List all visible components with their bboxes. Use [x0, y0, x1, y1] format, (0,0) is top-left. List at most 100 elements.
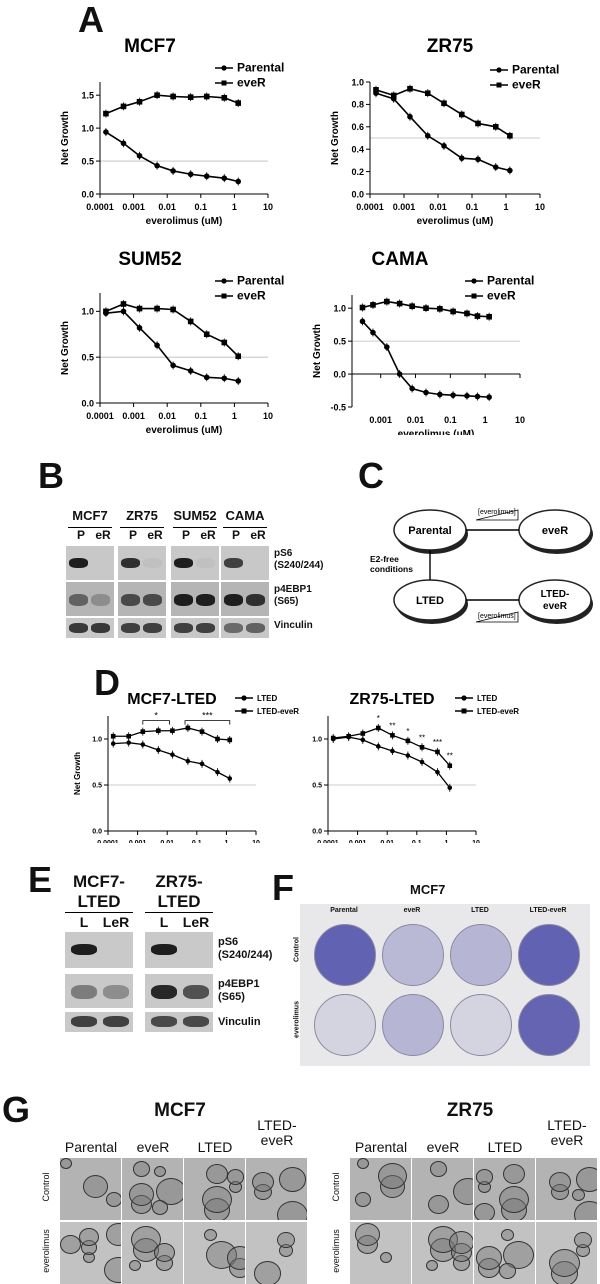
col-label: LTED- eveR: [257, 1117, 297, 1149]
e2free-label-2: conditions: [370, 564, 413, 574]
lane-label: P: [231, 528, 240, 542]
chart-title: ZR75-LTED: [349, 691, 434, 708]
x-tick-label: 0.0001: [356, 202, 384, 212]
chart-title: MCF7: [124, 36, 176, 57]
legend-marker: [221, 80, 227, 86]
blot-band: [183, 1016, 209, 1027]
row-label: everolimus: [41, 1229, 51, 1273]
data-point: [187, 368, 194, 374]
microscopy-tile: [412, 1158, 473, 1220]
legend-marker: [496, 67, 502, 73]
x-tick-label: 1: [224, 840, 228, 843]
chart-zr75: ZR75 0.0 0.2 0.4 0.6 0.8 1.0 0.0001 0.001 0.01 0.1…: [330, 36, 559, 227]
blot-band: [196, 594, 215, 606]
microscopy-tile: [184, 1158, 245, 1220]
data-point: [120, 103, 127, 110]
group-underline: [68, 527, 112, 528]
data-point: [126, 740, 131, 745]
data-point: [450, 308, 456, 315]
x-tick-label: 0.01: [160, 840, 174, 843]
y-tick-label: 0.6: [351, 122, 364, 132]
y-tick-label: 0.0: [312, 829, 322, 836]
data-point: [203, 374, 210, 381]
y-tick-label: -0.5: [330, 402, 346, 412]
microscopy-tile: [350, 1158, 411, 1220]
organoid: [453, 1178, 473, 1206]
data-point: [407, 113, 413, 120]
y-axis-label: Net Growth: [60, 111, 71, 165]
data-point: [140, 729, 146, 734]
x-tick-label: 10: [263, 411, 273, 421]
legend-label: LTED: [477, 694, 498, 703]
organoid: [60, 1235, 81, 1255]
data-point: [458, 111, 465, 118]
col-label: LTED- eveR: [547, 1117, 587, 1149]
data-point: [360, 731, 366, 736]
culture-dish: [518, 924, 580, 986]
data-point: [154, 92, 160, 98]
data-point: [447, 763, 453, 768]
chart-mcf7-lted: MCF7-LTED0.00.51.00.00010.0010.010.1110e…: [73, 691, 299, 843]
blot-band: [151, 944, 177, 955]
x-tick-label: 0.01: [429, 202, 447, 212]
x-axis-label: everolimus (uM): [417, 216, 494, 227]
data-point: [120, 308, 127, 315]
data-point: [409, 303, 415, 309]
sig-annotation: **: [447, 752, 453, 761]
x-tick-label: 0.0001: [317, 840, 339, 843]
data-point: [199, 729, 205, 734]
blot-band: [69, 623, 88, 633]
blot-band: [91, 594, 110, 606]
data-point: [435, 749, 440, 755]
data-point: [221, 95, 228, 101]
panel-label-c: C: [358, 455, 384, 496]
data-point: [424, 132, 431, 139]
data-point: [103, 129, 109, 135]
legend-label: LTED: [257, 694, 278, 703]
data-point: [384, 344, 390, 350]
x-tick-label: 10: [263, 202, 273, 212]
legend-label: eveR: [487, 289, 516, 303]
x-tick-label: 0.001: [369, 415, 392, 425]
y-tick-label: 1.0: [333, 304, 346, 314]
panel-label-b: B: [38, 455, 64, 496]
data-point: [464, 310, 470, 317]
panel-g-title: ZR75: [446, 1100, 494, 1121]
legend-marker: [221, 65, 227, 71]
organoid: [154, 1243, 175, 1263]
x-tick-label: 0.1: [192, 840, 202, 843]
data-point: [359, 318, 366, 325]
drug-label-top: [everolimus]: [478, 509, 516, 516]
organoid: [204, 1229, 217, 1241]
x-tick-label: 0.1: [195, 411, 208, 421]
blot-band: [121, 594, 140, 606]
panel-label-g: G: [2, 1089, 31, 1130]
data-point: [492, 164, 499, 170]
organoid: [380, 1252, 392, 1263]
data-point: [507, 167, 513, 174]
blot-band: [174, 594, 193, 606]
western-blot-e: MCF7- LTED L LeR ZR75- LTED L LeR pS6 (S240/24…: [0, 870, 272, 1070]
data-point: [170, 752, 175, 757]
blot-label: pS6 (S240/244): [218, 936, 273, 961]
blot-band: [196, 558, 215, 568]
data-point: [435, 769, 440, 775]
row-label: Control: [331, 1172, 341, 1202]
y-tick-label: 0.4: [351, 145, 364, 155]
data-point: [384, 298, 390, 305]
organoid: [428, 1195, 449, 1215]
blot-band: [71, 985, 97, 999]
node-lted-label: LTED: [416, 595, 444, 607]
x-tick-label: 1: [483, 415, 488, 425]
lane-label: L: [159, 914, 169, 930]
data-point: [458, 155, 465, 161]
data-point: [405, 753, 411, 758]
data-point: [187, 318, 194, 325]
data-point: [170, 93, 176, 100]
data-point: [136, 152, 143, 159]
lane-label: eR: [250, 528, 266, 542]
data-point: [423, 389, 429, 396]
y-tick-label: 1.0: [351, 77, 364, 87]
culture-dish: [518, 994, 580, 1056]
microscopy-tile: [246, 1222, 307, 1284]
